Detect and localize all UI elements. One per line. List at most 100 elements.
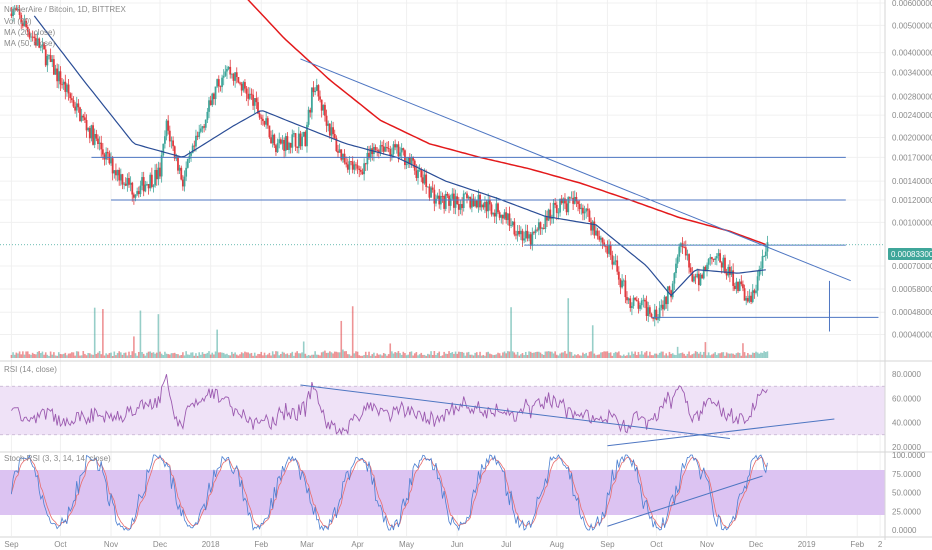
candle (226, 68, 228, 72)
candle (596, 230, 599, 237)
volume-bar (404, 353, 406, 358)
candle (315, 85, 318, 91)
candle (750, 295, 753, 302)
volume-bar (560, 352, 563, 358)
legend-ma-short: MA (20, close) (4, 28, 55, 37)
candle (137, 191, 140, 195)
rsi-pane[interactable] (0, 374, 885, 447)
volume-bar (255, 355, 258, 358)
volume-bar (580, 355, 583, 358)
candle (495, 203, 498, 217)
stoch-k-line (11, 454, 768, 532)
stoch-rsi-pane[interactable] (0, 454, 885, 532)
price-tick-label: 0.00200000 (892, 133, 932, 142)
volume-bar (134, 353, 137, 358)
volume-bar (188, 354, 191, 358)
candle (324, 104, 326, 116)
volume-bar (93, 307, 96, 358)
candle (80, 115, 83, 122)
candle (87, 128, 90, 131)
candle (430, 187, 432, 198)
volume-bar (655, 353, 658, 358)
volume-bar (307, 354, 310, 358)
volume-bar (714, 352, 716, 358)
volume-bar (57, 352, 60, 358)
volume-bar (92, 354, 94, 358)
candle (704, 266, 707, 272)
volume-bar (364, 351, 367, 358)
volume-bar (604, 351, 607, 358)
volume-bar (131, 351, 134, 358)
volume-bar (160, 353, 163, 358)
candle (670, 290, 672, 298)
volume-bar (737, 352, 739, 358)
candle (751, 290, 754, 302)
candle (275, 145, 277, 153)
candle (575, 196, 578, 202)
volume-bar (51, 354, 54, 358)
candle (459, 204, 462, 210)
volume-bar (319, 355, 321, 358)
candle (604, 245, 607, 247)
volume-bar (567, 298, 570, 358)
time-tick-label: Dec (749, 540, 763, 549)
candle (448, 195, 450, 206)
volume-bar (753, 352, 756, 358)
candle (400, 148, 403, 153)
candle (653, 309, 656, 319)
candle (635, 299, 638, 302)
candle (244, 82, 246, 89)
candle (39, 46, 42, 48)
candle (549, 209, 552, 219)
candle (333, 133, 336, 139)
candle (206, 111, 209, 120)
time-tick-label: 2019 (798, 540, 816, 549)
price-tick-label: 0.00340000 (892, 69, 932, 78)
volume-bar (653, 353, 656, 358)
candle (516, 230, 519, 236)
candle (384, 146, 387, 152)
volume-bar (278, 355, 281, 358)
candle (755, 290, 757, 293)
price-tick-label: 0.00170000 (892, 153, 932, 162)
candle (126, 178, 129, 186)
candle (617, 271, 620, 280)
candle (291, 134, 294, 148)
volume-bar (696, 351, 699, 358)
volume-bar (232, 353, 235, 358)
candle (216, 79, 219, 87)
volume-bar (338, 352, 341, 358)
volume-bar (559, 353, 561, 358)
volume-bar (281, 351, 284, 358)
candle (92, 125, 94, 145)
volume-bar (36, 351, 39, 358)
volume-bar (62, 353, 65, 358)
candle (247, 93, 250, 99)
volume-bar (100, 354, 103, 358)
candle (191, 145, 194, 154)
price-pane[interactable] (0, 0, 885, 358)
candle (355, 164, 357, 166)
volume-bar (616, 352, 619, 358)
candle (541, 228, 544, 229)
volume-bar (374, 355, 377, 358)
volume-bar (87, 352, 89, 358)
candle (232, 73, 235, 81)
candle (387, 147, 390, 149)
candle (245, 88, 248, 94)
candle (240, 83, 243, 91)
volume-bar (745, 355, 748, 358)
volume-bar (555, 354, 558, 358)
candle (760, 268, 762, 270)
rsi-tick-label: 80.0000 (892, 370, 921, 379)
candle (418, 169, 421, 171)
volume-bar (588, 351, 591, 358)
volume-bar (71, 352, 73, 358)
volume-bar (435, 354, 437, 358)
volume-bar (716, 354, 718, 358)
candle (221, 77, 223, 87)
candle (748, 295, 751, 302)
volume-bar (484, 355, 486, 358)
candle (632, 297, 635, 307)
